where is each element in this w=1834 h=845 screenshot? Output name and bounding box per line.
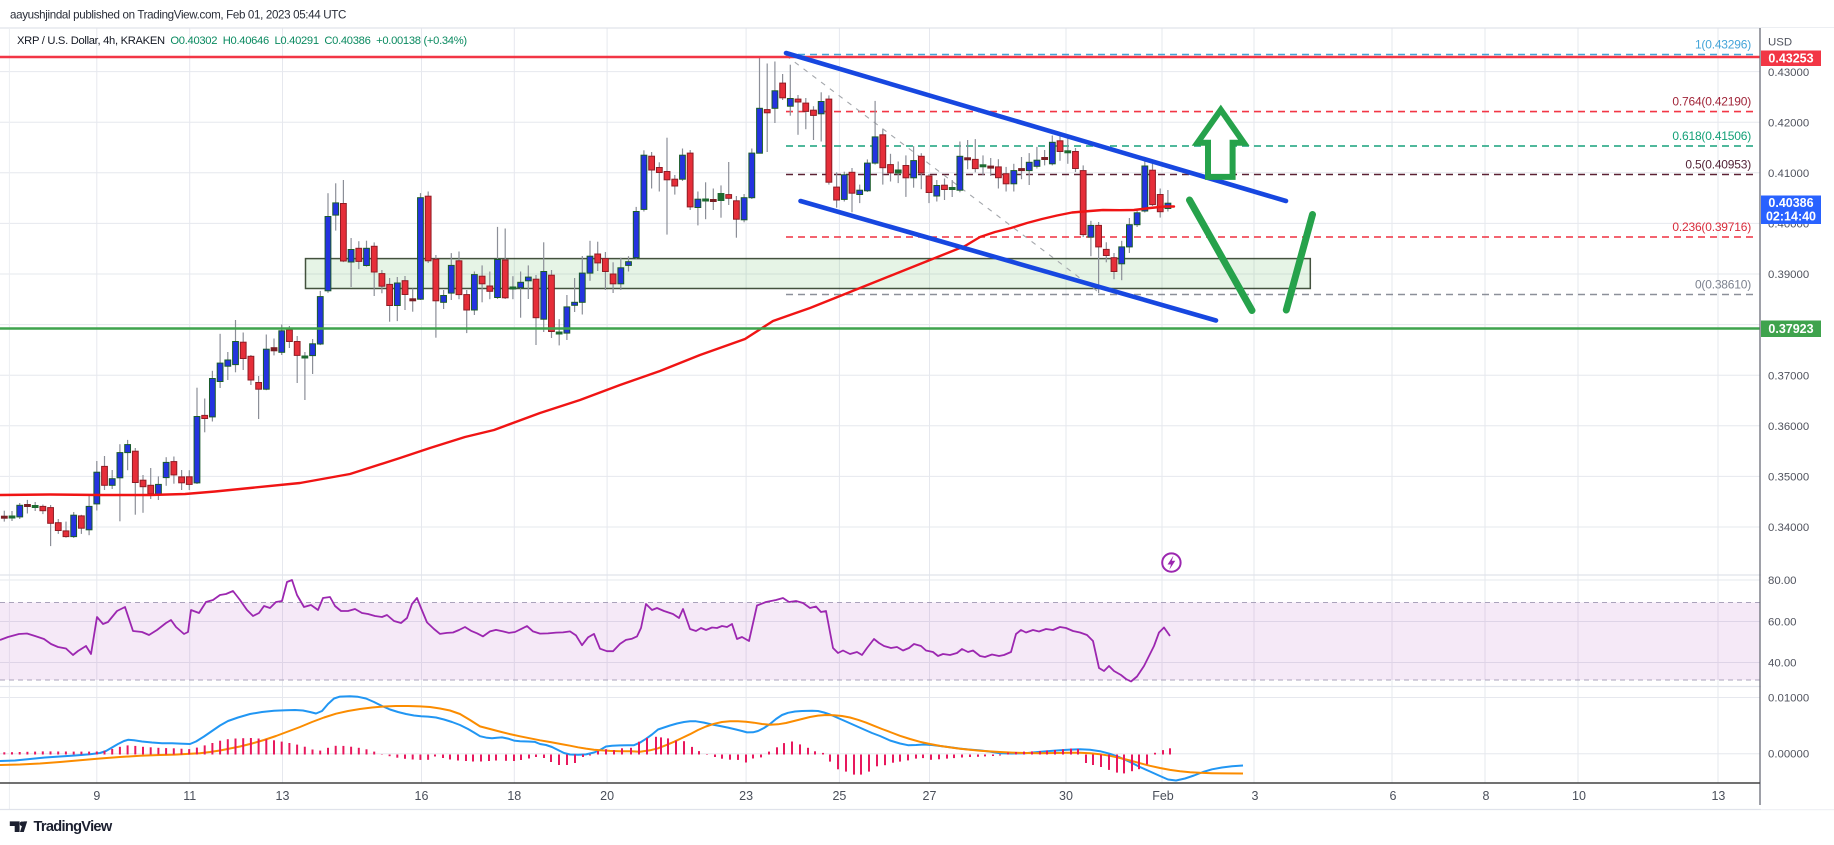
svg-text:aayushjindal published on Trad: aayushjindal published on TradingView.co… [10,9,346,22]
svg-text:0.40386: 0.40386 [1768,196,1813,210]
svg-text:0.42000: 0.42000 [1768,117,1809,129]
svg-text:10: 10 [1572,789,1586,803]
svg-text:1(0.43296): 1(0.43296) [1695,37,1751,51]
svg-text:0.236(0.39716): 0.236(0.39716) [1672,220,1751,234]
svg-text:0.36000: 0.36000 [1768,421,1809,433]
svg-text:USD: USD [1768,37,1792,49]
svg-text:Feb: Feb [1152,789,1174,803]
svg-text:80.00: 80.00 [1768,575,1797,587]
svg-text:40.00: 40.00 [1768,658,1797,670]
svg-text:18: 18 [507,789,521,803]
svg-text:25: 25 [832,789,846,803]
svg-text:0.37000: 0.37000 [1768,370,1809,382]
svg-text:23: 23 [739,789,753,803]
svg-text:0.5(0.40953): 0.5(0.40953) [1685,157,1751,171]
svg-text:0.41000: 0.41000 [1768,168,1809,180]
svg-text:0(0.38610): 0(0.38610) [1695,277,1751,291]
svg-text:13: 13 [1711,789,1725,803]
svg-text:11: 11 [183,789,196,803]
svg-text:0.39000: 0.39000 [1768,269,1809,281]
svg-text:0.43000: 0.43000 [1768,67,1809,79]
svg-text:3: 3 [1252,789,1259,803]
svg-text:27: 27 [923,789,937,803]
svg-text:0.00000: 0.00000 [1768,749,1809,761]
svg-text:0.01000: 0.01000 [1768,693,1809,705]
svg-text:16: 16 [415,789,429,803]
svg-text:13: 13 [276,789,290,803]
svg-text:0.618(0.41506): 0.618(0.41506) [1672,129,1751,143]
svg-text:8: 8 [1483,789,1490,803]
svg-text:XRP / U.S. Dollar, 4h, KRAKEN: XRP / U.S. Dollar, 4h, KRAKEN O0.40302 H… [17,35,467,47]
svg-text:0.35000: 0.35000 [1768,472,1809,484]
svg-text:0.37923: 0.37923 [1768,322,1813,336]
svg-text:0.43253: 0.43253 [1768,52,1813,66]
svg-text:9: 9 [93,789,100,803]
svg-text:0.764(0.42190): 0.764(0.42190) [1672,94,1751,108]
svg-text:60.00: 60.00 [1768,617,1797,629]
svg-text:30: 30 [1059,789,1073,803]
svg-text:0.34000: 0.34000 [1768,522,1809,534]
svg-text:20: 20 [600,789,614,803]
svg-text:02:14:40: 02:14:40 [1766,210,1816,224]
svg-text:6: 6 [1390,789,1397,803]
svg-text:TradingView: TradingView [34,819,113,835]
